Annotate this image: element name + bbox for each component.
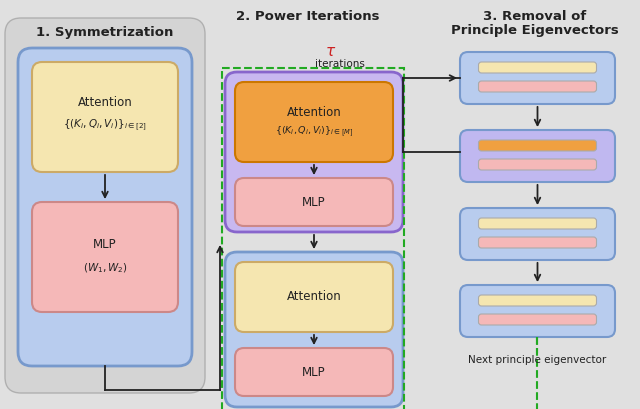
Text: 3. Removal of: 3. Removal of [483,10,587,23]
FancyBboxPatch shape [460,130,615,182]
FancyBboxPatch shape [32,202,178,312]
FancyBboxPatch shape [479,314,596,325]
FancyBboxPatch shape [479,81,596,92]
FancyBboxPatch shape [18,48,192,366]
FancyBboxPatch shape [479,237,596,248]
FancyBboxPatch shape [460,52,615,104]
Text: 1. Symmetrization: 1. Symmetrization [36,26,173,39]
Text: $(W_1, W_2)$: $(W_1, W_2)$ [83,261,127,275]
Text: MLP: MLP [302,196,326,209]
Text: MLP: MLP [302,366,326,378]
FancyBboxPatch shape [235,348,393,396]
Text: iterations: iterations [315,59,365,69]
FancyBboxPatch shape [32,62,178,172]
Text: Principle Eigenvectors: Principle Eigenvectors [451,24,619,37]
FancyBboxPatch shape [225,252,403,407]
FancyBboxPatch shape [479,140,596,151]
FancyBboxPatch shape [460,208,615,260]
FancyBboxPatch shape [5,18,205,393]
FancyBboxPatch shape [235,262,393,332]
Text: Next principle eigenvector: Next principle eigenvector [468,355,607,365]
FancyBboxPatch shape [479,218,596,229]
Text: Attention: Attention [287,290,341,303]
Text: 2. Power Iterations: 2. Power Iterations [236,10,380,23]
FancyBboxPatch shape [479,295,596,306]
FancyBboxPatch shape [460,285,615,337]
FancyBboxPatch shape [479,159,596,170]
Text: MLP: MLP [93,238,117,252]
Text: Attention: Attention [77,97,132,110]
FancyBboxPatch shape [479,62,596,73]
FancyBboxPatch shape [225,72,403,232]
FancyBboxPatch shape [235,82,393,162]
Text: $\{(K_i, Q_i, V_i)\}_{i\in[2]}$: $\{(K_i, Q_i, V_i)\}_{i\in[2]}$ [63,117,147,133]
Text: τ: τ [325,45,335,59]
Text: $\{(K_i, Q_i, V_i)\}_{i\in[M]}$: $\{(K_i, Q_i, V_i)\}_{i\in[M]}$ [275,124,353,139]
Text: Attention: Attention [287,106,341,119]
FancyBboxPatch shape [235,178,393,226]
